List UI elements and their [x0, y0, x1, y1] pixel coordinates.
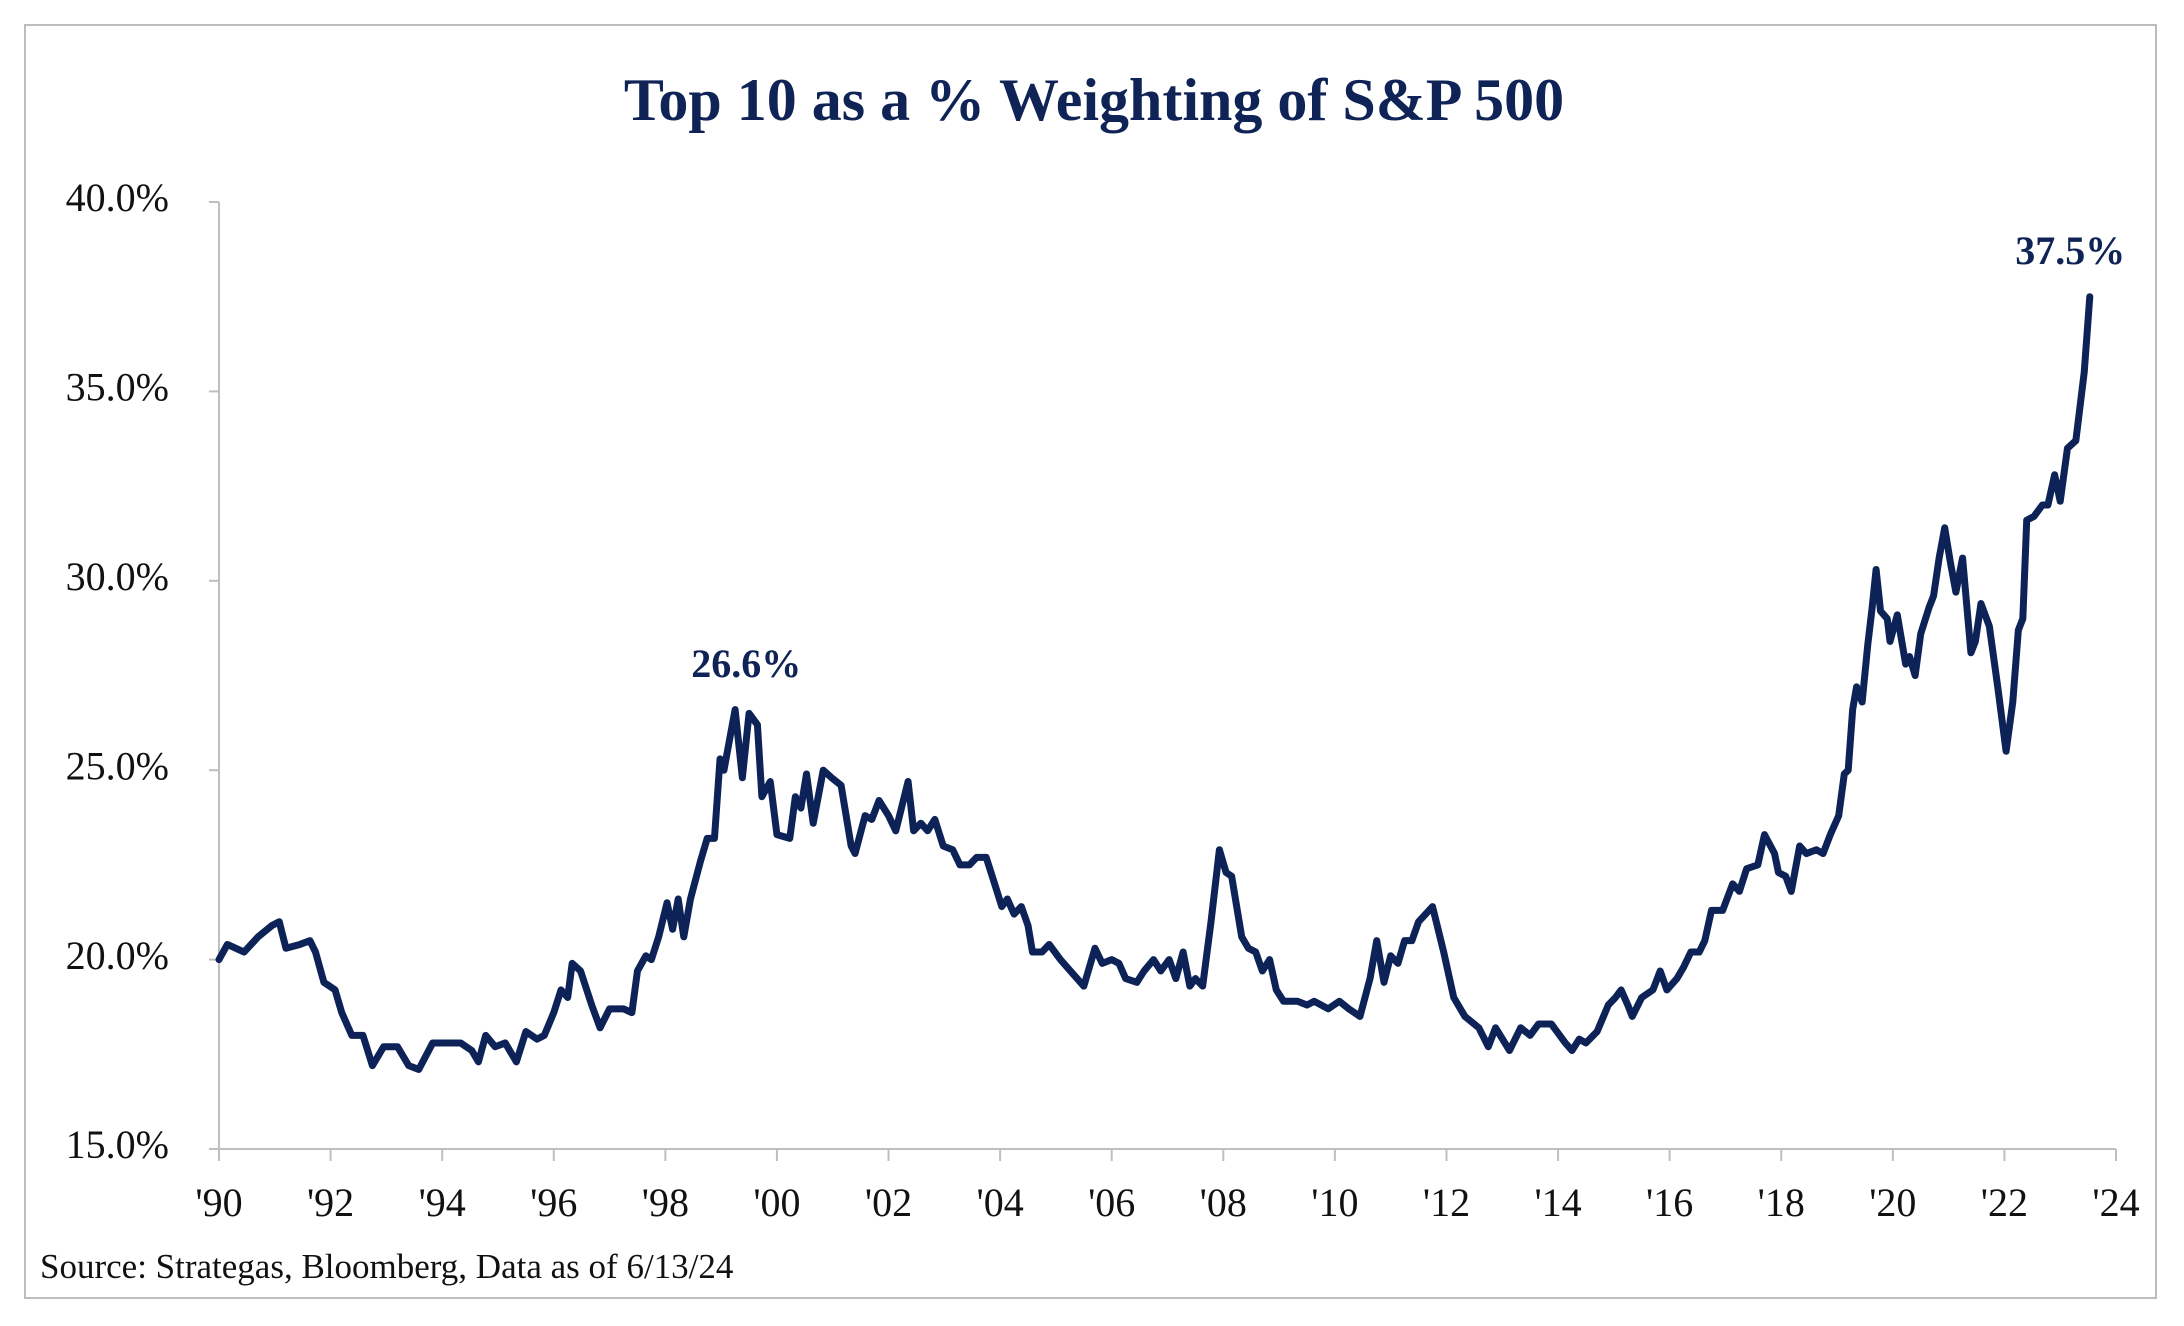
y-tick-label: 30.0% — [66, 554, 169, 599]
x-tick-label: '14 — [1534, 1180, 1581, 1225]
x-tick-label: '00 — [753, 1180, 800, 1225]
data-line — [215, 293, 2094, 1073]
y-tick-label: 15.0% — [66, 1122, 169, 1167]
x-tick-label: '96 — [530, 1180, 577, 1225]
y-tick-label: 20.0% — [66, 933, 169, 978]
source-note: Source: Strategas, Bloomberg, Data as of… — [40, 1247, 733, 1286]
y-tick-label: 35.0% — [66, 365, 169, 410]
x-tick-label: '08 — [1200, 1180, 1247, 1225]
x-tick-label: '20 — [1869, 1180, 1916, 1225]
x-tick-label: '06 — [1088, 1180, 1135, 1225]
x-tick-label: '98 — [642, 1180, 689, 1225]
annotation: 37.5% — [2015, 228, 2125, 273]
x-tick-label: '16 — [1646, 1180, 1693, 1225]
x-tick-label: '24 — [2092, 1180, 2139, 1225]
x-tick-label: '94 — [419, 1180, 466, 1225]
x-tick-label: '18 — [1758, 1180, 1805, 1225]
y-tick-label: 25.0% — [66, 743, 169, 788]
y-tick-label: 40.0% — [66, 175, 169, 220]
x-tick-label: '10 — [1311, 1180, 1358, 1225]
x-tick-label: '22 — [1981, 1180, 2028, 1225]
x-tick-label: '04 — [977, 1180, 1024, 1225]
chart-title: Top 10 as a % Weighting of S&P 500 — [624, 67, 1564, 133]
x-tick-label: '90 — [195, 1180, 242, 1225]
x-tick-label: '92 — [307, 1180, 354, 1225]
chart-frame — [24, 24, 2157, 1299]
x-tick-label: '02 — [865, 1180, 912, 1225]
x-tick-label: '12 — [1423, 1180, 1470, 1225]
annotation: 26.6% — [691, 641, 801, 686]
